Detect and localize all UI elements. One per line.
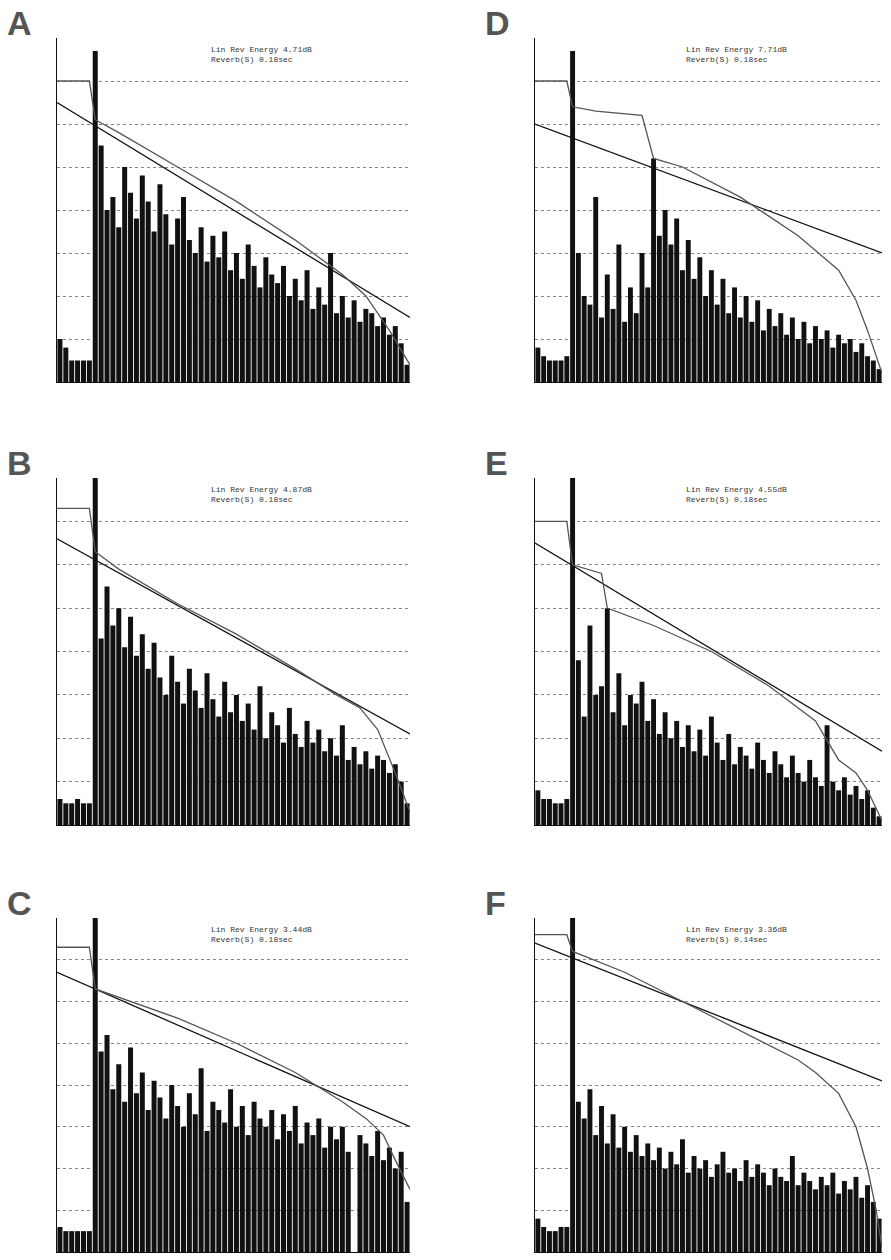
svg-text:B: B: [7, 444, 32, 482]
svg-text:E: E: [485, 444, 508, 482]
svg-text:A: A: [7, 4, 32, 42]
svg-text:Lin Rev Energy 3.44dBReverb(S): Lin Rev Energy 3.44dBReverb(S) 0.18sec: [211, 925, 312, 944]
svg-text:D: D: [485, 4, 510, 42]
svg-text:Lin Rev Energy 4.71dBReverb(S): Lin Rev Energy 4.71dBReverb(S) 0.18sec: [211, 45, 312, 64]
svg-text:Lin Rev Energy 3.36dBReverb(S): Lin Rev Energy 3.36dBReverb(S) 0.14sec: [686, 925, 787, 944]
svg-text:F: F: [485, 884, 506, 922]
svg-text:Lin Rev Energy 4.87dBReverb(S): Lin Rev Energy 4.87dBReverb(S) 0.18sec: [211, 485, 312, 504]
svg-text:C: C: [7, 884, 32, 922]
svg-text:Lin Rev Energy 7.71dBReverb(S): Lin Rev Energy 7.71dBReverb(S) 0.18sec: [686, 45, 787, 64]
svg-text:Lin Rev Energy 4.55dBReverb(S): Lin Rev Energy 4.55dBReverb(S) 0.18sec: [686, 485, 787, 504]
